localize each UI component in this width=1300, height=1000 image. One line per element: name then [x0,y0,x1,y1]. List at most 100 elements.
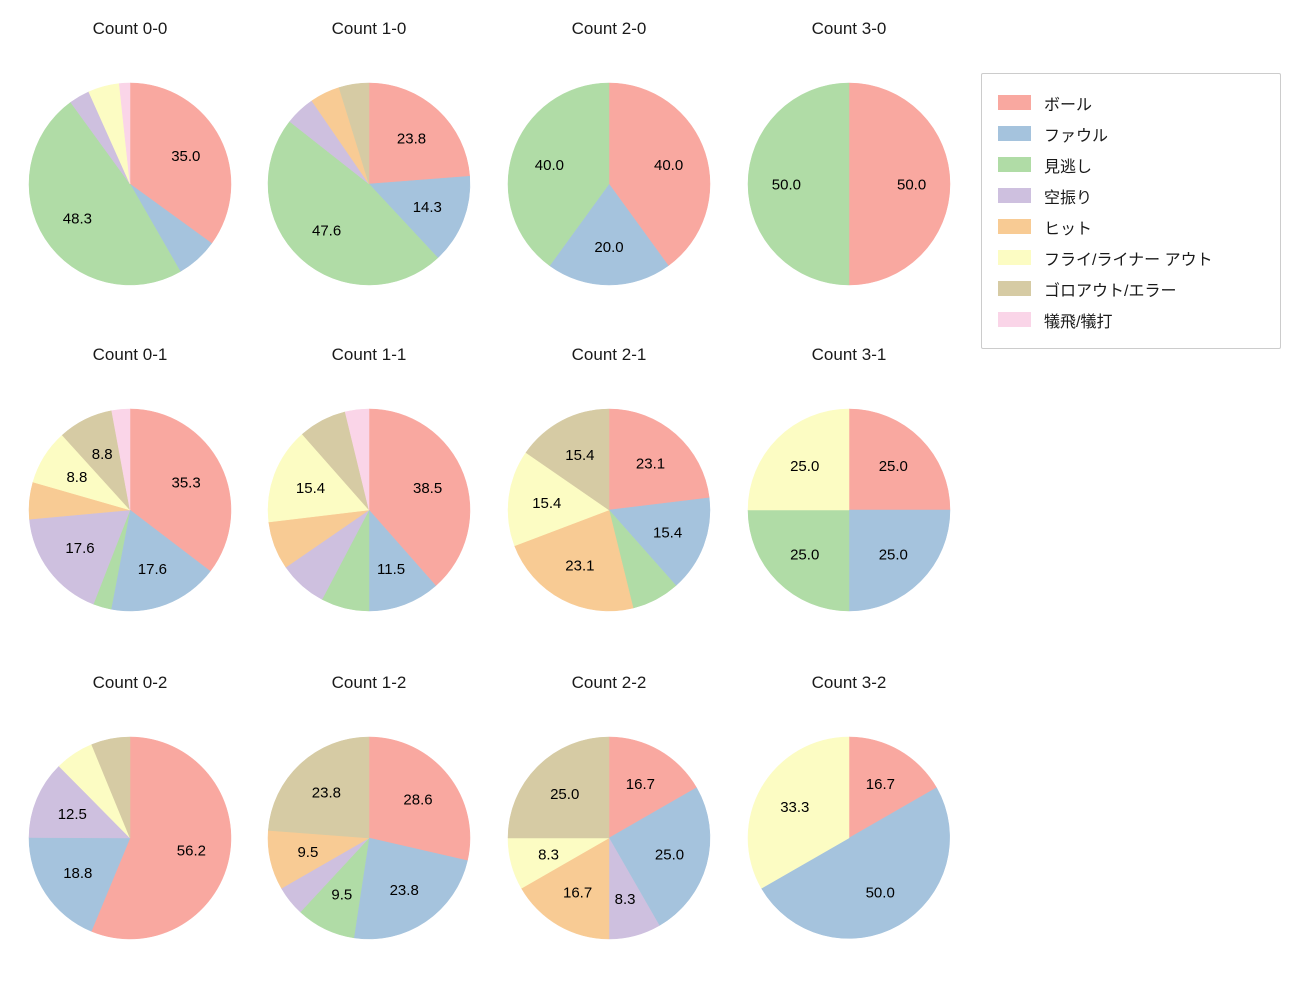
pie-svg: 35.0 48.3 [28,82,232,286]
pie-slice [267,433,370,523]
slice-value-label: 23.1 [565,558,594,575]
pie-slice [344,408,370,511]
pie-slice [91,736,131,839]
legend-item: ファウル [998,118,1264,149]
pie-svg: 23.1 15.4 23.1 15.4 15.4 [507,408,711,612]
pie-svg: 25.0 25.0 25.0 25.0 [747,408,951,612]
legend-swatch-swinging-strike [998,188,1031,203]
pie-slice [90,736,232,940]
legend-item: ボール [998,87,1264,118]
pie-chart-count-0-0: Count 0-0 35.0 48.3 [24,16,236,290]
slice-value-label: 23.8 [390,882,419,899]
slice-value-label: 40.0 [535,157,564,174]
slice-value-label: 20.0 [594,239,623,256]
slice-value-label: 9.5 [297,844,318,861]
legend-swatch-groundout-error [998,281,1031,296]
slice-value-label: 35.3 [171,474,200,491]
legend-item: 犠飛/犠打 [998,304,1264,335]
pie-chart-count-1-0: Count 1-0 23.8 14.3 47.6 [263,16,475,290]
chart-title: Count 2-0 [571,19,647,38]
pie-slice [549,183,669,286]
slice-value-label: 8.3 [615,891,636,908]
pie-slice [507,452,610,547]
slice-value-label: 15.4 [653,524,682,541]
legend-label: フライ/ライナー アウト [1044,251,1213,269]
pie-slice [268,736,370,839]
legend-label: ボール [1044,96,1093,114]
slice-value-label: 25.0 [655,847,684,864]
pie-chart-count-2-2: Count 2-2 16.7 25.0 8.3 16.7 8.3 25.0 [503,670,715,944]
pie-slice [848,82,951,286]
slice-value-label: 25.0 [879,458,908,475]
slice-value-label: 15.4 [565,447,594,464]
pie-chart-count-2-0: Count 2-0 40.0 20.0 40.0 [503,16,715,290]
pie-slice [608,787,711,926]
slice-value-label: 8.3 [538,846,559,863]
pie-slice [28,765,131,839]
pie-slice [111,408,131,511]
legend-item: ゴロアウト/エラー [998,273,1264,304]
slice-value-label: 28.6 [403,791,432,808]
legend: ボール ファウル 見逃し 空振り ヒット フライ/ライナー アウト ゴロアウト/… [981,73,1281,349]
pie-slice [338,82,370,185]
pie-slice [521,837,610,940]
pie-slice [28,101,181,286]
slice-value-label: 15.4 [296,480,325,497]
pie-svg: 38.5 11.5 15.4 [267,408,471,612]
chart-title: Count 0-1 [92,345,168,364]
slice-value-label: 16.7 [563,884,592,901]
slice-value-label: 15.4 [532,495,561,512]
pie-slice [848,736,937,839]
pie-slice [507,82,610,267]
pie-slice [28,837,131,932]
pie-slice [608,408,710,511]
legend-swatch-fly-liner-out [998,250,1031,265]
slice-value-label: 50.0 [866,885,895,902]
legend-label: ファウル [1044,127,1109,145]
slice-value-label: 17.6 [138,561,167,578]
chart-title: Count 1-1 [331,345,407,364]
slice-value-label: 38.5 [413,480,442,497]
pie-chart-count-3-2: Count 3-2 16.7 50.0 33.3 [743,670,955,944]
chart-title: Count 0-2 [92,673,168,692]
legend-label: 犠飛/犠打 [1044,313,1113,331]
slice-value-label: 48.3 [63,210,92,227]
pie-slice [368,82,470,185]
slice-value-label: 9.5 [331,887,352,904]
pie-slice [368,509,437,612]
slice-value-label: 8.8 [66,469,87,486]
legend-swatch-called-strike [998,157,1031,172]
pie-svg: 50.0 50.0 [747,82,951,286]
pie-slice [29,509,131,605]
legend-label: ヒット [1044,220,1093,238]
legend-swatch-foul [998,126,1031,141]
slice-value-label: 11.5 [377,561,405,578]
chart-title: Count 3-2 [811,673,887,692]
pie-slice [368,175,471,259]
slice-value-label: 12.5 [58,806,87,823]
slice-value-label: 25.0 [790,547,819,564]
pie-slice [848,408,951,511]
pie-slice [525,408,610,511]
pie-slice [353,837,468,940]
slice-value-label: 18.8 [63,865,92,882]
pie-svg: 16.7 50.0 33.3 [747,736,950,939]
pie-slice [608,82,711,267]
pie-slice [129,82,232,244]
legend-item: 見逃し [998,149,1264,180]
slice-value-label: 50.0 [772,176,801,193]
pie-slice [608,497,711,586]
pie-slice [507,736,610,839]
slice-value-label: 35.0 [171,148,200,165]
pie-slice [514,509,634,612]
legend-item: 空振り [998,180,1264,211]
pie-slice [608,736,697,839]
slice-value-label: 14.3 [413,199,442,216]
slice-value-label: 23.8 [312,784,341,801]
legend-swatch-hit [998,219,1031,234]
pie-chart-count-3-0: Count 3-0 50.0 50.0 [743,16,955,290]
pie-slice [747,509,850,612]
legend-item: ヒット [998,211,1264,242]
legend-swatch-ball [998,95,1031,110]
